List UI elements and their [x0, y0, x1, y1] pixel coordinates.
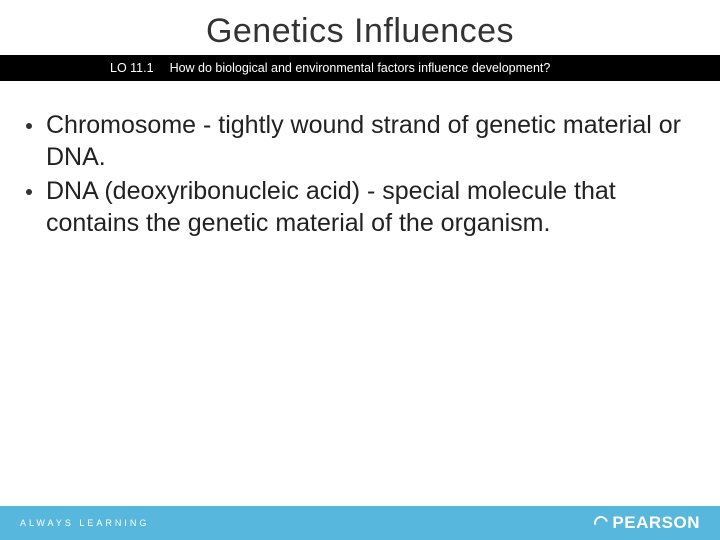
pearson-arc-icon	[592, 513, 611, 532]
brand-text: PEARSON	[612, 513, 700, 533]
learning-objective-bar: LO 11.1 How do biological and environmen…	[0, 55, 720, 81]
content-area: Chromosome - tightly wound strand of gen…	[0, 81, 720, 540]
bullet-dot-icon	[26, 189, 32, 195]
bullet-text: Chromosome - tightly wound strand of gen…	[46, 109, 688, 173]
slide: Genetics Influences LO 11.1 How do biolo…	[0, 0, 720, 540]
footer-bar: ALWAYS LEARNING PEARSON	[0, 506, 720, 540]
lo-label: LO 11.1	[110, 61, 154, 75]
bullet-item: DNA (deoxyribonucleic acid) - special mo…	[22, 175, 688, 239]
slide-title: Genetics Influences	[0, 12, 720, 51]
footer-tagline: ALWAYS LEARNING	[20, 518, 149, 528]
lo-question: How do biological and environmental fact…	[170, 61, 551, 75]
title-area: Genetics Influences	[0, 0, 720, 55]
bullet-dot-icon	[26, 123, 32, 129]
bullet-item: Chromosome - tightly wound strand of gen…	[22, 109, 688, 173]
footer-brand: PEARSON	[594, 513, 700, 533]
bullet-text: DNA (deoxyribonucleic acid) - special mo…	[46, 175, 688, 239]
